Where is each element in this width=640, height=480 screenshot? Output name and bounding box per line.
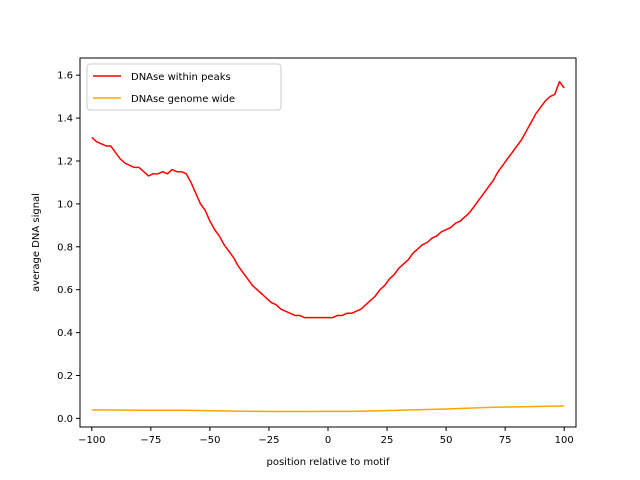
series-line-1 (91, 80, 565, 319)
x-tick-label: −100 (78, 435, 105, 446)
x-tick-label: 25 (381, 435, 394, 446)
series-line-2 (91, 405, 565, 413)
legend-label-2: DNAse genome wide (131, 94, 235, 105)
y-tick-label: 1.4 (57, 114, 73, 125)
x-tick-label: 100 (555, 435, 574, 446)
y-axis-label: average DNA signal (31, 193, 42, 292)
x-tick-label: 75 (499, 435, 512, 446)
legend-label-1: DNAse within peaks (131, 72, 231, 83)
legend: DNAse within peaks DNAse genome wide (86, 63, 282, 111)
y-tick-label: 1.6 (57, 71, 73, 82)
y-tick-label: 0.6 (57, 285, 73, 296)
y-axis-ticks: 0.0 0.2 0.4 0.6 0.8 1.0 1.2 1.4 1.6 (57, 71, 80, 425)
y-tick-label: 0.0 (57, 414, 73, 425)
x-axis-ticks: −100 −75 −50 −25 0 25 50 75 100 (78, 427, 574, 446)
y-tick-label: 1.2 (57, 156, 73, 167)
y-tick-label: 0.4 (57, 328, 73, 339)
x-tick-label: −25 (258, 435, 279, 446)
x-tick-label: −50 (199, 435, 220, 446)
y-tick-label: 0.8 (57, 242, 73, 253)
x-axis-label: position relative to motif (267, 457, 390, 468)
legend-items: DNAse within peaks DNAse genome wide (93, 72, 235, 105)
legend-box (86, 63, 282, 111)
x-tick-label: −75 (140, 435, 161, 446)
y-tick-label: 0.2 (57, 371, 73, 382)
series-layer (91, 80, 565, 413)
y-tick-label: 1.0 (57, 199, 73, 210)
x-tick-label: 50 (440, 435, 453, 446)
x-tick-label: 0 (325, 435, 331, 446)
